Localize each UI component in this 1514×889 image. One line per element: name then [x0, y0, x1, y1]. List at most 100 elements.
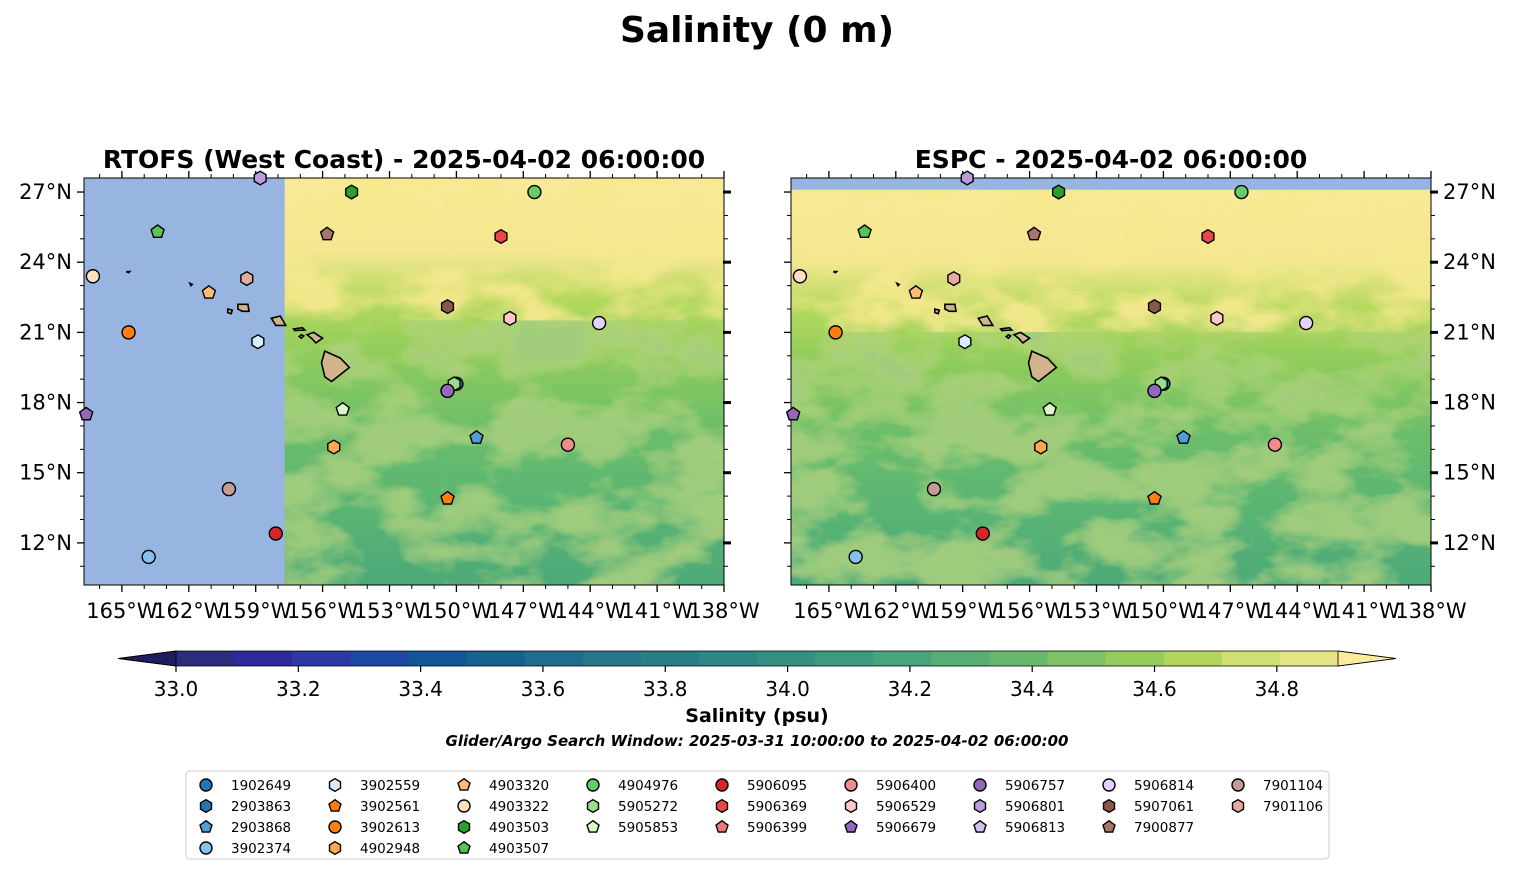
island-land — [944, 303, 957, 313]
island-land — [933, 307, 941, 315]
legend-label: 5906399 — [747, 820, 807, 836]
legend-marker-3902561 — [328, 798, 342, 812]
x-tick-label: 153°W — [354, 599, 426, 623]
colorbar-bin — [234, 651, 293, 666]
legend-label: 5906757 — [1005, 778, 1065, 794]
float-marker-7900877 — [1026, 226, 1042, 241]
x-tick-label: 141°W — [621, 599, 693, 623]
y-tick-label: 24°N — [19, 250, 72, 274]
x-tick-label: 165°W — [86, 599, 158, 623]
colorbar-bin — [408, 651, 468, 666]
float-marker-4903322 — [85, 269, 101, 284]
colorbar-bin — [466, 651, 526, 666]
panel-espc: ESPC - 2025-04-02 06:00:00 165°W162°W159… — [784, 145, 1496, 623]
x-tick-label: 162°W — [153, 599, 225, 623]
float-marker-7901104 — [221, 481, 237, 497]
map-field-espc — [791, 178, 1431, 585]
float-marker-5906400 — [560, 437, 576, 452]
island-land — [999, 326, 1014, 332]
panel-title-rtofs: RTOFS (West Coast) - 2025-04-02 06:00:00 — [103, 145, 705, 174]
x-tick-label: 150°W — [1128, 599, 1200, 623]
y-tick-label: 24°N — [1443, 250, 1496, 274]
float-marker-7900877 — [319, 226, 335, 241]
legend-label: 2903863 — [231, 799, 291, 815]
island-land — [188, 281, 194, 287]
colorbar-tick-label: 33.4 — [398, 677, 443, 701]
x-tick-label: 141°W — [1328, 599, 1400, 623]
y-tick-label: 27°N — [1443, 180, 1496, 204]
island-land — [977, 315, 995, 327]
island-land — [270, 315, 288, 327]
island-land — [227, 307, 234, 315]
float-marker-5906095 — [268, 526, 283, 541]
y-tick-label: 21°N — [1443, 320, 1496, 344]
colorbar-bin — [1105, 651, 1165, 666]
island-land — [297, 333, 306, 340]
x-tick-label: 147°W — [1195, 599, 1267, 623]
float-marker-5905853 — [335, 401, 351, 416]
island-land — [320, 349, 351, 383]
float-marker-5906369 — [494, 228, 508, 245]
legend-label: 4903507 — [489, 841, 549, 857]
float-marker-2903868 — [469, 429, 484, 444]
colorbar: 33.0 33.2 33.4 33.6 33.8 34.0 34.2 34.4 34.6 34.8… — [117, 650, 1397, 727]
float-marker-5906814 — [591, 315, 607, 331]
float-marker-7901106 — [947, 270, 961, 287]
legend-label: 3902613 — [360, 820, 420, 836]
x-tick-label: 159°W — [220, 599, 292, 623]
colorbar-bin — [873, 651, 932, 666]
colorbar-bin — [176, 651, 235, 666]
y-tick-label: 12°N — [1443, 531, 1496, 555]
legend-label: 4903322 — [489, 799, 549, 815]
island-land — [1012, 331, 1032, 344]
legend-marker-4903507 — [457, 840, 471, 854]
legend-label: 5906369 — [747, 799, 807, 815]
legend-marker-5906529 — [844, 798, 858, 814]
legend-label: 5905853 — [618, 820, 678, 836]
legend-marker-7900877 — [1102, 819, 1116, 833]
legend-marker-3902374 — [199, 841, 213, 855]
float-marker-4903503 — [1051, 184, 1066, 200]
legend-marker-4903320 — [457, 777, 471, 791]
legend-label: 4904976 — [618, 778, 678, 794]
island-land — [305, 331, 325, 344]
legend-marker-3902559 — [328, 777, 342, 793]
float-marker-4903322 — [792, 269, 808, 284]
legend: 1902649 2903863 2903868 3902374 3902559 39025… — [185, 770, 1330, 860]
float-marker-7901104 — [926, 481, 942, 497]
y-tick-heavy — [1430, 260, 1438, 264]
float-marker-3902374 — [141, 549, 156, 565]
legend-marker-2903868 — [199, 819, 213, 833]
float-marker-3902613 — [121, 325, 136, 340]
legend-marker-3902613 — [328, 820, 342, 834]
x-tick-label: 153°W — [1061, 599, 1133, 623]
colorbar-bin — [292, 651, 351, 666]
legend-label: 5906813 — [1005, 820, 1065, 836]
float-markers-rtofs — [78, 170, 607, 565]
float-marker-5905853 — [1042, 401, 1058, 416]
float-markers-espc — [785, 170, 1314, 565]
legend-marker-5906757 — [973, 778, 987, 792]
legend-label: 5906801 — [1005, 799, 1065, 815]
colorbar-over-arrow — [1337, 650, 1397, 667]
float-marker-3902559 — [958, 334, 972, 350]
float-marker-3902613 — [828, 325, 843, 340]
legend-marker-5906095 — [715, 778, 729, 792]
y-tick-label: 12°N — [19, 531, 72, 555]
colorbar-label: Salinity (psu) — [685, 705, 828, 727]
legend-label: 4902948 — [360, 841, 420, 857]
panel-rtofs: RTOFS (West Coast) - 2025-04-02 06:00:00… — [19, 145, 760, 623]
colorbar-bin — [640, 651, 700, 666]
float-marker-5906529 — [503, 310, 517, 327]
legend-label: 4903320 — [489, 778, 549, 794]
colorbar-bin — [815, 651, 874, 666]
legend-marker-5905272 — [586, 798, 600, 814]
float-marker-4904976 — [1234, 184, 1249, 200]
float-marker-3902374 — [848, 549, 863, 565]
x-tick-label: 138°W — [688, 599, 760, 623]
island-land — [292, 326, 307, 332]
float-marker-4903507 — [857, 224, 872, 239]
x-tick-label: 156°W — [994, 599, 1066, 623]
legend-label: 5907061 — [1134, 799, 1194, 815]
float-marker-5906529 — [1210, 310, 1224, 327]
